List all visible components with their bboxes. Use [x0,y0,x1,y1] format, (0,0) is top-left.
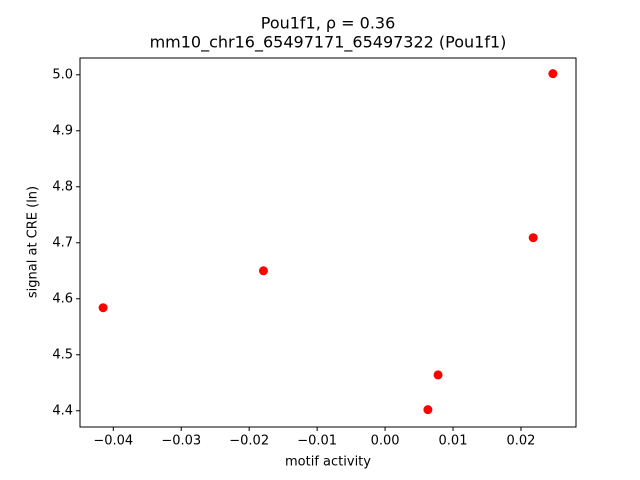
data-point [423,405,433,415]
chart-title: Pou1f1, ρ = 0.36 [261,14,396,33]
x-tick-label: 0.01 [439,434,468,449]
y-tick-label: 4.9 [52,123,73,138]
y-tick-label: 4.8 [52,179,73,194]
y-tick-label: 4.6 [52,291,73,306]
x-axis-label: motif activity [285,455,371,470]
y-axis-label: signal at CRE (ln) [26,186,41,298]
data-point [548,69,558,79]
x-tick-label: −0.01 [297,434,337,449]
x-tick-label: 0.00 [371,434,400,449]
data-point [98,303,108,313]
data-point [258,266,268,276]
x-tick-label: 0.02 [506,434,535,449]
y-tick-label: 4.4 [52,403,73,418]
data-point [528,233,538,243]
x-tick-label: −0.04 [93,434,133,449]
x-tick-label: −0.03 [161,434,201,449]
chart-subtitle: mm10_chr16_65497171_65497322 (Pou1f1) [150,33,507,53]
data-point [433,370,443,380]
x-tick-label: −0.02 [229,434,269,449]
y-tick-label: 5.0 [52,67,73,82]
y-tick-label: 4.7 [52,235,73,250]
y-tick-label: 4.5 [52,347,73,362]
